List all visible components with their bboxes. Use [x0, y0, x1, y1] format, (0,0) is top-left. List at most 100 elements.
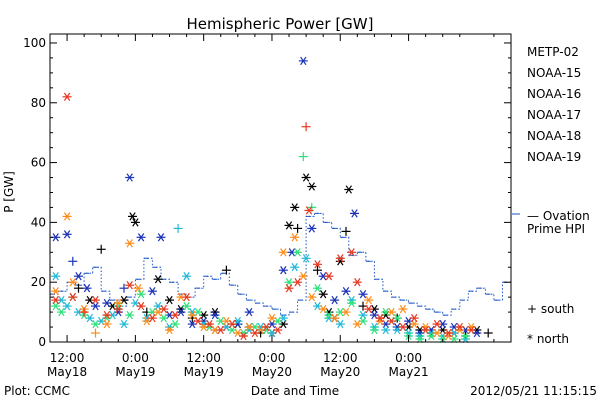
- x-tick-time: 0:00: [258, 351, 285, 365]
- point-noaa-19: [364, 304, 374, 314]
- point-noaa-15: [307, 224, 317, 233]
- point-noaa-17: [159, 313, 169, 323]
- legend-noaa-15: NOAA-15: [527, 66, 581, 80]
- ovation-legend-line1: — Ovation: [527, 209, 590, 223]
- point-noaa-19: [204, 319, 214, 329]
- x-tick-time: 12:00: [50, 351, 85, 365]
- point-noaa-19: [170, 310, 180, 320]
- ovation-step-line: [50, 212, 511, 316]
- point-noaa-17: [91, 319, 100, 329]
- y-axis-label: P [GW]: [2, 171, 16, 213]
- point-noaa-18: [125, 239, 135, 248]
- x-tick-date: May21: [389, 365, 429, 379]
- point-noaa-18: [341, 307, 351, 317]
- point-noaa-15: [82, 284, 92, 293]
- point-noaa-16: [381, 325, 391, 335]
- point-noaa-19: [273, 325, 283, 335]
- legend-noaa-16: NOAA-16: [527, 87, 581, 101]
- point-noaa-19: [284, 284, 294, 293]
- x-tick-time: 12:00: [186, 351, 221, 365]
- point-noaa-15: [278, 266, 288, 275]
- point-metp-02: [153, 275, 163, 284]
- y-tick-label: 0: [38, 335, 46, 349]
- point-noaa-18: [290, 233, 300, 242]
- legend-noaa-18: NOAA-18: [527, 129, 581, 143]
- x-tick-date: May18: [47, 365, 87, 379]
- legend-noaa-19: NOAA-19: [527, 150, 581, 164]
- point-noaa-15: [330, 295, 340, 305]
- point-noaa-17: [170, 319, 180, 329]
- point-metp-02: [301, 173, 311, 182]
- chart-title: Hemispheric Power [GW]: [187, 15, 374, 33]
- point-noaa-15: [68, 256, 78, 266]
- point-noaa-19: [113, 304, 123, 314]
- point-metp-02: [96, 244, 106, 254]
- data-points: [51, 56, 493, 344]
- point-noaa-17: [182, 301, 192, 311]
- x-tick-time: 12:00: [323, 351, 358, 365]
- axes: 02040608010012:00May180:00May1912:00May1…: [23, 34, 512, 379]
- point-metp-02: [165, 295, 174, 305]
- plot-timestamp: 2012/05/21 11:15:15: [470, 384, 597, 398]
- point-noaa-15: [156, 233, 166, 242]
- point-noaa-19: [432, 319, 442, 329]
- point-metp-02: [128, 212, 137, 221]
- point-noaa-18: [318, 304, 328, 314]
- point-noaa-19: [313, 260, 322, 269]
- point-noaa-18: [432, 328, 442, 338]
- point-noaa-19: [301, 122, 311, 132]
- point-noaa-15: [358, 290, 368, 299]
- point-noaa-16: [335, 319, 345, 329]
- point-noaa-19: [466, 325, 476, 335]
- x-axis-label: Date and Time: [251, 384, 339, 398]
- point-noaa-19: [182, 292, 192, 302]
- x-tick-time: 0:00: [122, 351, 149, 365]
- x-tick-date: May19: [184, 365, 224, 379]
- point-noaa-16: [301, 254, 311, 263]
- point-noaa-16: [173, 223, 183, 233]
- point-noaa-18: [398, 304, 408, 314]
- y-tick-label: 60: [31, 156, 46, 170]
- point-noaa-19: [91, 295, 100, 305]
- point-noaa-15: [102, 298, 112, 308]
- point-noaa-19: [387, 316, 396, 326]
- point-metp-02: [221, 265, 231, 275]
- point-noaa-19: [409, 313, 419, 323]
- point-noaa-17: [293, 248, 303, 257]
- point-noaa-18: [352, 319, 362, 329]
- point-noaa-18: [278, 248, 288, 257]
- legend: METP-02 NOAA-15 NOAA-16 NOAA-17 NOAA-18 NOAA-…: [527, 45, 581, 164]
- point-noaa-18: [91, 328, 100, 338]
- point-noaa-18: [307, 292, 317, 302]
- point-noaa-18: [387, 307, 396, 317]
- point-noaa-15: [244, 307, 254, 317]
- point-noaa-19: [347, 248, 357, 257]
- point-noaa-17: [136, 290, 146, 299]
- point-noaa-19: [125, 281, 135, 290]
- point-noaa-18: [62, 212, 72, 221]
- point-noaa-19: [102, 310, 112, 320]
- point-noaa-15: [350, 209, 359, 218]
- point-noaa-17: [284, 278, 294, 287]
- x-tick-date: May20: [252, 365, 292, 379]
- point-noaa-19: [421, 325, 431, 335]
- point-metp-02: [74, 283, 83, 293]
- point-noaa-19: [62, 92, 72, 101]
- point-noaa-18: [165, 325, 174, 335]
- point-noaa-15: [136, 233, 146, 242]
- point-noaa-19: [216, 325, 226, 335]
- point-noaa-18: [364, 295, 374, 305]
- y-tick-label: 20: [31, 275, 46, 289]
- point-noaa-16: [51, 272, 61, 281]
- point-noaa-17: [347, 298, 357, 308]
- legend-noaa-17: NOAA-17: [527, 108, 581, 122]
- point-noaa-18: [267, 313, 277, 323]
- ovation-hpi-line: [50, 212, 511, 316]
- point-metp-02: [344, 185, 354, 194]
- point-noaa-19: [147, 313, 157, 323]
- point-metp-02: [284, 221, 294, 230]
- point-noaa-19: [261, 322, 271, 332]
- x-tick-date: May19: [115, 365, 155, 379]
- point-noaa-17: [369, 325, 379, 335]
